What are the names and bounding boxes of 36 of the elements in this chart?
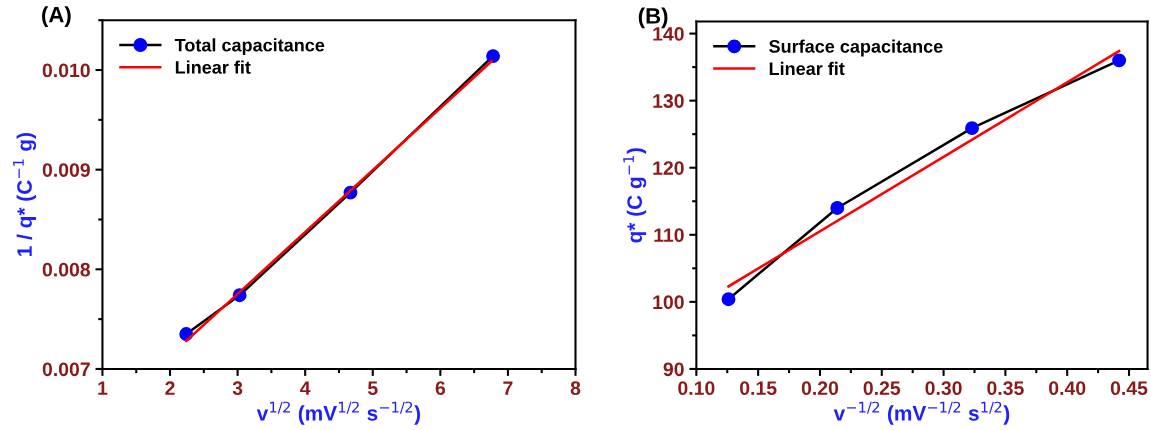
legend-label: Surface capacitance (769, 39, 943, 57)
x-tick-label: 2 (165, 381, 175, 395)
y-tick-label: 0.010 (42, 63, 90, 78)
y-tick-label: 90 (663, 362, 684, 377)
x-tick-label: 6 (435, 381, 446, 396)
legend-label: Linear fit (769, 61, 845, 76)
x-tick-label: 0.10 (678, 381, 715, 396)
legend-label: Total capacitance (174, 38, 325, 56)
x-tick-label: 0.45 (1110, 381, 1148, 396)
x-tick-label: 7 (503, 381, 513, 395)
x-tick-label: 4 (300, 381, 311, 395)
y-tick-label: 0.007 (42, 362, 90, 377)
y-tick-label: 0.009 (42, 163, 90, 177)
y-tick-label: 130 (653, 94, 684, 108)
y-tick-label: 100 (653, 295, 684, 310)
y-tick-label: 140 (653, 27, 684, 41)
x-axis-title: v$^{−1/2}$ (mV$^{−1/2}$ s$^{1/2}$) (833, 401, 1010, 425)
x-tick-label: 0.35 (987, 381, 1024, 396)
y-tick-label: 110 (654, 228, 684, 243)
chart-title: (A) (42, 6, 71, 27)
chart-title: (B) (638, 7, 668, 29)
x-tick-label: 1 (98, 381, 108, 395)
x-tick-label: 0.20 (801, 381, 839, 396)
x-tick-label: 5 (367, 381, 378, 396)
y-axis-title: 1 / q* (C$^{−1}$ g) (13, 133, 37, 256)
x-tick-label: 3 (232, 381, 243, 396)
x-tick-label: 0.15 (740, 381, 777, 396)
y-axis-title: q* (C g$^{−1}$) (623, 148, 647, 243)
x-tick-label: 8 (570, 381, 581, 396)
x-tick-label: 0.40 (1049, 381, 1086, 396)
y-tick-label: 120 (653, 161, 684, 175)
legend-label: Linear fit (175, 60, 251, 74)
x-axis-title: v$^{1/2}$ (mV$^{1/2}$ s$^{−1/2}$) (256, 401, 421, 425)
x-tick-label: 0.30 (925, 381, 962, 396)
x-tick-label: 0.25 (863, 381, 901, 396)
y-tick-label: 0.008 (42, 262, 91, 277)
